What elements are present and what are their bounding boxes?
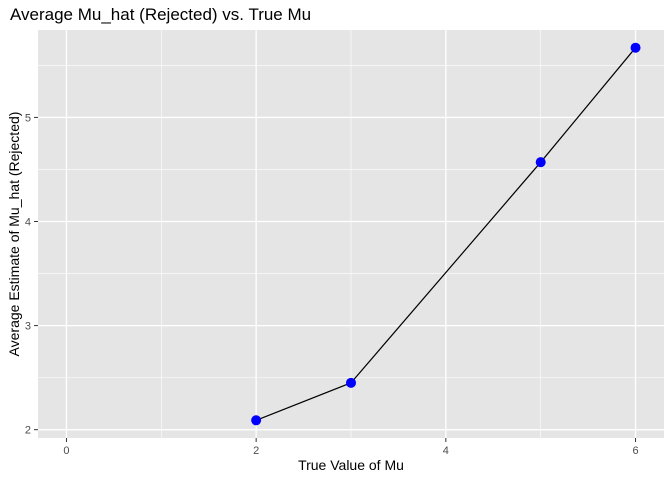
major-gridlines: [38, 30, 664, 438]
x-tick-label: 4: [443, 445, 449, 457]
y-tick-label: 2: [25, 425, 31, 437]
y-tick-label: 3: [25, 321, 31, 333]
chart-title: Average Mu_hat (Rejected) vs. True Mu: [10, 5, 311, 24]
x-tick-label: 0: [63, 445, 69, 457]
data-point: [535, 157, 546, 168]
x-axis-title: True Value of Mu: [298, 457, 404, 473]
data-point: [630, 42, 641, 53]
series-line: [255, 47, 637, 421]
data-point: [251, 415, 262, 426]
axis-ticks: 0 2 4 6 2 3 4 5: [25, 112, 639, 457]
y-axis-title: Average Estimate of Mu_hat (Rejected): [6, 112, 22, 357]
y-tick-label: 5: [25, 112, 31, 124]
x-tick-label: 6: [632, 445, 638, 457]
data-series: [251, 42, 641, 426]
data-point: [346, 377, 356, 388]
x-tick-label: 2: [253, 445, 259, 457]
y-tick-label: 4: [25, 217, 31, 229]
minor-gridlines: [38, 30, 664, 438]
